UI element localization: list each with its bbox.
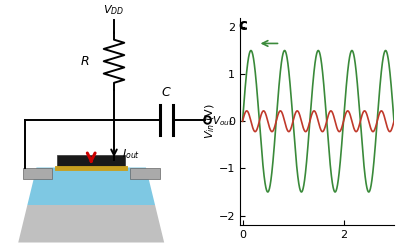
Bar (23, 168, 52, 179)
Polygon shape (18, 205, 164, 242)
Text: $V_{DD}$: $V_{DD}$ (103, 3, 125, 17)
Text: $I_{out}$: $I_{out}$ (122, 148, 140, 162)
Polygon shape (27, 168, 155, 205)
Text: $V_{out}$: $V_{out}$ (212, 114, 233, 128)
Bar (57, 155, 125, 168)
Text: $R$: $R$ (80, 55, 89, 68)
Bar (130, 168, 160, 179)
Text: $C$: $C$ (161, 86, 172, 99)
Y-axis label: $V_{in}$ (V): $V_{in}$ (V) (204, 103, 217, 139)
Text: c: c (238, 18, 247, 32)
